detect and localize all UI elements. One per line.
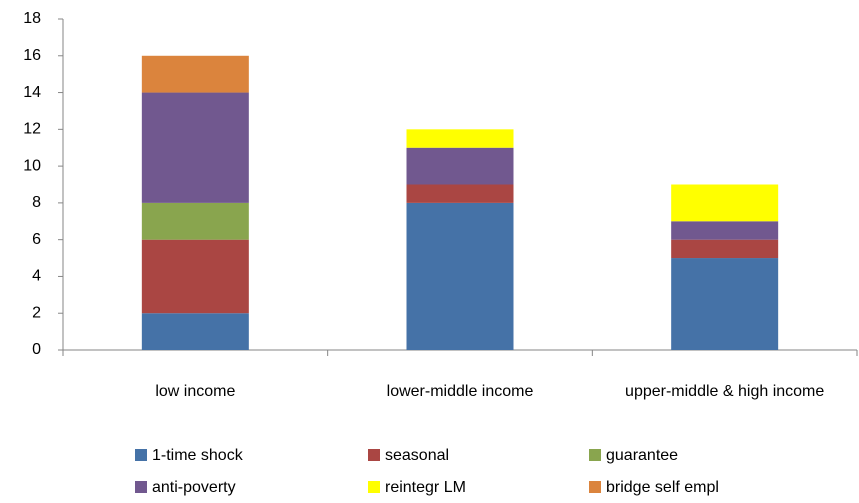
- legend-swatch: [368, 481, 380, 493]
- legend-label: 1-time shock: [152, 447, 244, 464]
- legend-swatch: [589, 449, 601, 461]
- legend-label: anti-poverty: [152, 479, 236, 496]
- y-tick-label: 2: [32, 304, 41, 321]
- y-tick-label: 4: [32, 268, 41, 285]
- bar-segment: [406, 184, 514, 203]
- bar-segment: [141, 202, 249, 240]
- legend-swatch: [368, 449, 380, 461]
- x-tick-label: lower-middle income: [386, 383, 534, 400]
- y-tick-label: 6: [32, 231, 41, 248]
- bar-segment: [406, 202, 514, 350]
- bar-segment: [141, 239, 249, 314]
- y-tick-label: 12: [23, 121, 41, 138]
- bar-segment: [406, 147, 514, 185]
- y-tick-label: 18: [23, 10, 41, 27]
- bar-segment: [671, 184, 779, 222]
- bar-segment: [141, 313, 249, 350]
- legend-label: reintegr LM: [385, 479, 466, 496]
- bar-segment: [141, 92, 249, 203]
- legend-label: bridge self empl: [606, 479, 719, 496]
- bar-segment: [406, 129, 514, 148]
- legend-swatch: [589, 481, 601, 493]
- y-tick-label: 14: [23, 84, 41, 101]
- x-tick-label: low income: [155, 383, 236, 400]
- y-tick-label: 16: [23, 47, 41, 64]
- x-tick-label: upper-middle & high income: [625, 383, 825, 400]
- legend-label: guarantee: [606, 447, 678, 464]
- y-tick-label: 10: [23, 157, 41, 174]
- bar-segment: [671, 239, 779, 259]
- bar-segment: [141, 55, 249, 93]
- legend-label: seasonal: [385, 447, 449, 464]
- legend-swatch: [135, 481, 147, 493]
- legend-swatch: [135, 449, 147, 461]
- y-tick-label: 0: [32, 341, 41, 358]
- y-tick-label: 8: [32, 194, 41, 211]
- bar-segment: [671, 221, 779, 240]
- bar-segment: [671, 258, 779, 350]
